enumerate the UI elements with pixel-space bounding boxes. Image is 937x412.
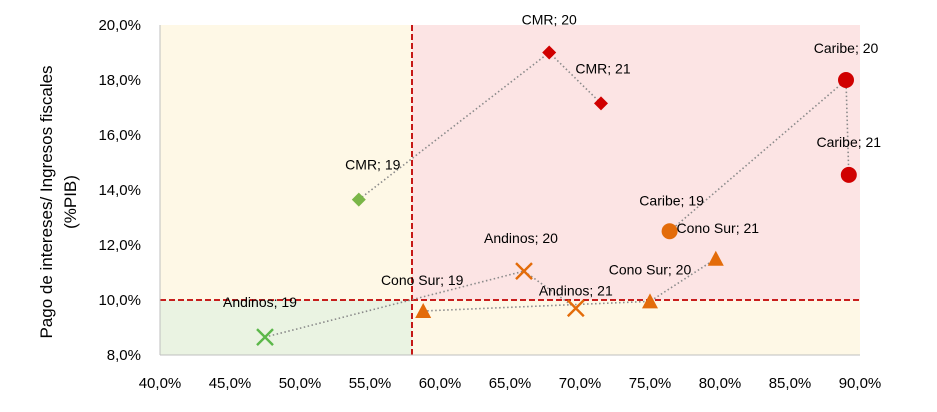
axes bbox=[159, 25, 860, 356]
quadrant-top-right bbox=[412, 25, 860, 300]
x-tick-label: 80,0% bbox=[699, 375, 742, 392]
x-tick-label: 55,0% bbox=[349, 375, 392, 392]
x-marker bbox=[566, 299, 585, 318]
x-axis-ticks: 40,0% 45,0% 50,0% 55,0% 60,0% 65,0% 70,0% 75,0%… bbox=[139, 375, 882, 392]
y-axis-title-line1: Pago de intereses/ Ingresos fiscales bbox=[37, 65, 56, 338]
data-label: Caribe; 21 bbox=[817, 134, 882, 150]
x-tick-label: 70,0% bbox=[559, 375, 602, 392]
data-label: Cono Sur; 21 bbox=[677, 220, 760, 236]
data-label: CMR; 21 bbox=[575, 60, 630, 76]
quadrant-bottom-right bbox=[412, 300, 860, 355]
triangle-marker bbox=[642, 293, 658, 309]
y-tick-label: 18,0% bbox=[98, 72, 141, 89]
circle-marker bbox=[838, 72, 854, 88]
x-marker bbox=[515, 262, 533, 280]
trajectory-line bbox=[264, 270, 577, 338]
x-tick-label: 40,0% bbox=[139, 375, 182, 392]
data-labels: CMR; 19 CMR; 20 CMR; 21 Caribe; 19 Caribe; 2… bbox=[223, 12, 881, 311]
data-label: CMR; 20 bbox=[522, 12, 577, 28]
triangle-marker bbox=[707, 250, 724, 266]
quadrant-backgrounds bbox=[160, 25, 860, 355]
y-tick-label: 20,0% bbox=[98, 17, 141, 34]
data-label: Andinos; 20 bbox=[484, 230, 558, 246]
x-tick-label: 65,0% bbox=[489, 375, 532, 392]
diamond-marker bbox=[594, 96, 608, 111]
x-tick-label: 90,0% bbox=[839, 375, 882, 392]
data-label: CMR; 19 bbox=[345, 157, 400, 173]
x-tick-label: 45,0% bbox=[209, 375, 252, 392]
threshold-lines bbox=[160, 25, 860, 355]
x-marker bbox=[256, 328, 274, 346]
y-tick-label: 12,0% bbox=[98, 237, 141, 254]
quadrant-bottom-left bbox=[160, 300, 412, 355]
data-label: Caribe; 19 bbox=[639, 192, 704, 208]
diamond-marker bbox=[351, 192, 366, 207]
y-axis-ticks: 8,0% 10,0% 12,0% 14,0% 16,0% 18,0% 20,0% bbox=[98, 17, 141, 364]
y-axis-title-line2: (%PIB) bbox=[61, 175, 80, 229]
data-label: Andinos; 21 bbox=[539, 282, 613, 298]
x-tick-label: 85,0% bbox=[769, 375, 812, 392]
data-points bbox=[256, 45, 857, 346]
y-tick-label: 10,0% bbox=[98, 292, 141, 309]
quadrant-top-left bbox=[160, 25, 412, 300]
x-tick-label: 75,0% bbox=[629, 375, 672, 392]
data-label: Andinos; 19 bbox=[223, 294, 297, 310]
circle-marker bbox=[840, 166, 857, 183]
y-tick-label: 14,0% bbox=[98, 182, 141, 199]
data-label: Caribe; 20 bbox=[814, 40, 879, 56]
data-label: Cono Sur; 20 bbox=[609, 261, 692, 277]
y-tick-label: 16,0% bbox=[98, 127, 141, 144]
diamond-marker bbox=[542, 45, 557, 60]
data-label: Cono Sur; 19 bbox=[381, 272, 464, 288]
circle-marker bbox=[661, 223, 678, 240]
triangle-marker bbox=[415, 303, 432, 318]
x-tick-label: 50,0% bbox=[279, 375, 322, 392]
y-tick-label: 8,0% bbox=[107, 347, 141, 364]
x-tick-label: 60,0% bbox=[419, 375, 462, 392]
